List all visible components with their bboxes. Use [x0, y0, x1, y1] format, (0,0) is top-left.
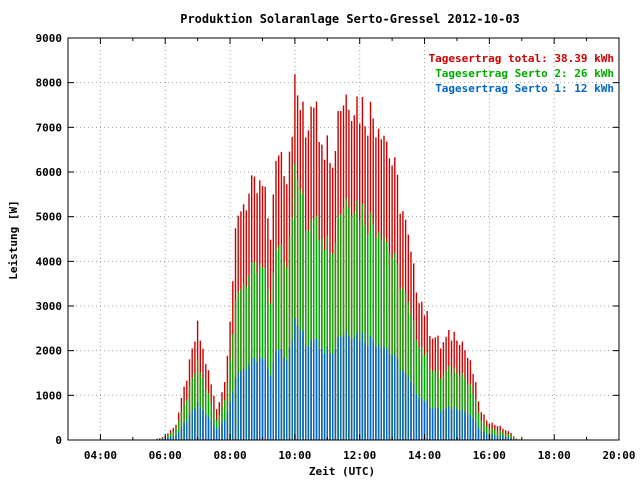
y-tick-label: 1000	[36, 389, 63, 402]
plot-frame	[67, 37, 620, 441]
y-tick-label: 5000	[36, 211, 63, 224]
x-tick-label: 12:00	[343, 449, 376, 462]
x-tick-label: 04:00	[84, 449, 117, 462]
x-tick-label: 06:00	[149, 449, 182, 462]
x-tick-label: 18:00	[538, 449, 571, 462]
x-axis-label: Zeit (UTC)	[309, 465, 375, 478]
x-tick-label: 14:00	[408, 449, 441, 462]
legend: Tagesertrag total: 38.39 kWh Tagesertrag …	[429, 52, 614, 95]
y-tick-label: 9000	[36, 32, 63, 45]
legend-entry: Tagesertrag Serto 1: 12 kWh	[435, 82, 614, 95]
legend-entry: Tagesertrag total: 38.39 kWh	[429, 52, 614, 65]
y-tick-label: 2000	[36, 345, 63, 358]
legend-entry: Tagesertrag Serto 2: 26 kWh	[435, 67, 614, 80]
chart-title: Produktion Solaranlage Serto-Gressel 201…	[180, 12, 520, 26]
y-tick-label: 8000	[36, 77, 63, 90]
x-tick-label: 08:00	[213, 449, 246, 462]
y-tick-label: 3000	[36, 300, 63, 313]
y-axis-label: Leistung [W]	[7, 200, 20, 279]
x-tick-label: 10:00	[278, 449, 311, 462]
bar-series	[153, 74, 520, 440]
axes	[67, 37, 620, 441]
y-tick-label: 0	[55, 434, 62, 447]
y-tick-labels: 0 1000 2000 3000 4000 5000 6000 7000 8000 9000	[36, 32, 63, 447]
x-tick-label: 20:00	[602, 449, 635, 462]
x-tick-labels: 04:00 06:00 08:00 10:00 12:00 14:00 16:00 18:00…	[84, 449, 636, 462]
x-tick-label: 16:00	[473, 449, 506, 462]
y-tick-label: 7000	[36, 121, 63, 134]
y-tick-label: 6000	[36, 166, 63, 179]
y-tick-label: 4000	[36, 255, 63, 268]
